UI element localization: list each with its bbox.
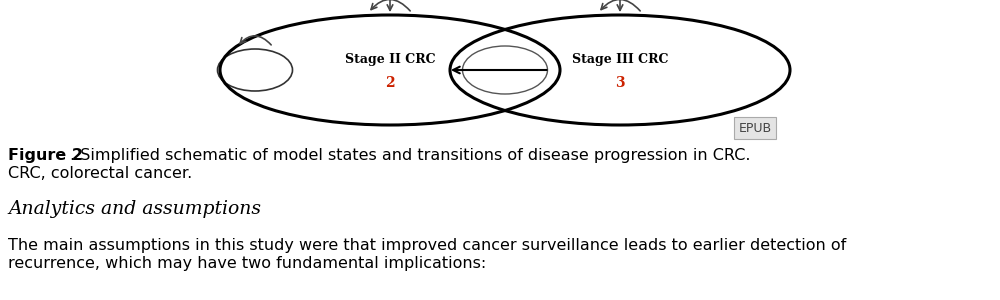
Text: Stage II CRC: Stage II CRC — [345, 53, 435, 67]
Text: 3: 3 — [615, 76, 625, 90]
Text: . Simplified schematic of model states and transitions of disease progression in: . Simplified schematic of model states a… — [70, 148, 750, 163]
Text: recurrence, which may have two fundamental implications:: recurrence, which may have two fundament… — [8, 256, 486, 271]
Text: Figure 2: Figure 2 — [8, 148, 83, 163]
Text: 2: 2 — [385, 76, 395, 90]
Text: EPUB: EPUB — [738, 122, 772, 134]
Text: Stage III CRC: Stage III CRC — [572, 53, 668, 67]
Text: Analytics and assumptions: Analytics and assumptions — [8, 200, 261, 218]
Text: The main assumptions in this study were that improved cancer surveillance leads : The main assumptions in this study were … — [8, 238, 846, 253]
Text: CRC, colorectal cancer.: CRC, colorectal cancer. — [8, 167, 192, 182]
